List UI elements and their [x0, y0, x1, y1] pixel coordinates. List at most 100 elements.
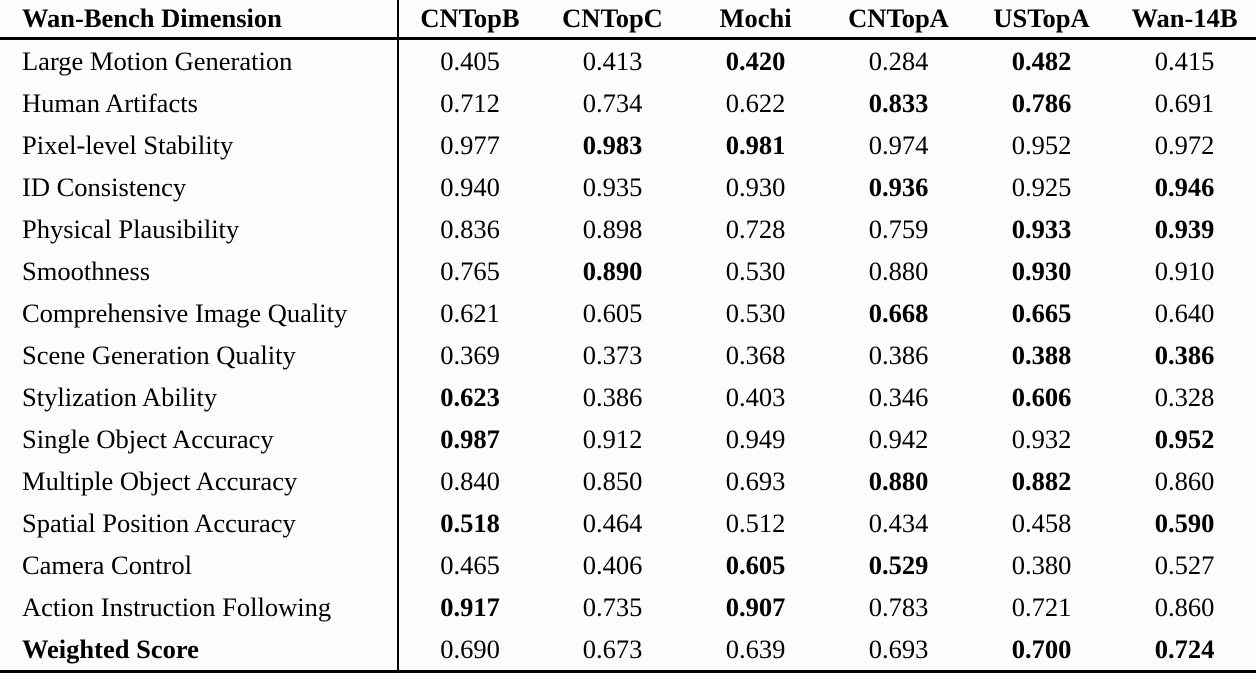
value-cell: 0.284 [868, 45, 929, 76]
dimension-cell: Weighted Score [0, 628, 399, 673]
dimension-cell: ID Consistency [0, 166, 399, 208]
value-cell: 0.939 [1154, 213, 1215, 244]
value-cell: 0.622 [725, 87, 786, 118]
table-header: Wan-Bench Dimension CNTopB CNTopC Mochi CNTo… [0, 0, 1256, 40]
value-cell: 0.380 [1011, 549, 1072, 580]
value-cell: 0.898 [582, 213, 643, 244]
value-cell: 0.952 [1154, 423, 1215, 454]
value-cell: 0.434 [868, 507, 929, 538]
dimension-cell: Large Motion Generation [0, 38, 399, 82]
value-cell: 0.518 [440, 507, 500, 538]
table-row: Camera Control 0.465 0.406 0.605 0.529 0.380 0… [0, 544, 1256, 586]
value-cell: 0.369 [440, 339, 500, 370]
value-cell: 0.974 [868, 129, 929, 160]
value-cell: 0.786 [1011, 87, 1072, 118]
value-cell: 0.413 [582, 45, 643, 76]
table-row: ID Consistency 0.940 0.935 0.930 0.936 0.925 0… [0, 166, 1256, 208]
value-cell: 0.388 [1011, 339, 1072, 370]
model-column-header: USTopA [970, 0, 1113, 40]
value-cell: 0.712 [440, 87, 500, 118]
table-row: Spatial Position Accuracy 0.518 0.464 0.512… [0, 502, 1256, 544]
value-cell: 0.529 [868, 549, 929, 580]
value-cell: 0.346 [868, 381, 929, 412]
table-row: Comprehensive Image Quality 0.621 0.605 0.5… [0, 292, 1256, 334]
value-cell: 0.605 [582, 297, 643, 328]
table-row: Human Artifacts 0.712 0.734 0.622 0.833 0.786… [0, 82, 1256, 124]
value-cell: 0.420 [725, 45, 786, 76]
value-cell: 0.935 [582, 171, 643, 202]
value-cell: 0.639 [684, 628, 827, 673]
value-cell: 0.721 [1011, 591, 1072, 622]
value-cell: 0.403 [725, 381, 786, 412]
value-cell: 0.765 [440, 255, 500, 286]
value-cell: 0.415 [1154, 45, 1215, 76]
value-cell: 0.759 [868, 213, 929, 244]
value-cell: 0.880 [868, 255, 929, 286]
value-cell: 0.406 [582, 549, 643, 580]
value-cell: 0.386 [582, 381, 643, 412]
dimension-cell: Multiple Object Accuracy [0, 460, 399, 502]
value-cell: 0.693 [827, 628, 970, 673]
dimension-cell: Camera Control [0, 544, 399, 586]
value-cell: 0.833 [868, 87, 929, 118]
value-cell: 0.458 [1011, 507, 1072, 538]
value-cell: 0.368 [725, 339, 786, 370]
model-column-header: CNTopA [827, 0, 970, 40]
value-cell: 0.925 [1011, 171, 1072, 202]
dimension-cell: Action Instruction Following [0, 586, 399, 628]
value-cell: 0.735 [582, 591, 643, 622]
value-cell: 0.605 [725, 549, 786, 580]
value-cell: 0.949 [725, 423, 786, 454]
value-cell: 0.590 [1154, 507, 1215, 538]
value-cell: 0.910 [1154, 255, 1215, 286]
value-cell: 0.932 [1011, 423, 1072, 454]
value-cell: 0.942 [868, 423, 929, 454]
value-cell: 0.933 [1011, 213, 1072, 244]
value-cell: 0.917 [440, 591, 500, 622]
table-row: Physical Plausibility 0.836 0.898 0.728 0.75… [0, 208, 1256, 250]
value-cell: 0.673 [541, 628, 684, 673]
value-cell: 0.882 [1011, 465, 1072, 496]
table-row: Weighted Score 0.690 0.673 0.639 0.693 0.700 0… [0, 628, 1256, 673]
dimension-cell: Comprehensive Image Quality [0, 292, 399, 334]
table-row: Stylization Ability 0.623 0.386 0.403 0.346 0… [0, 376, 1256, 418]
model-column-header: Wan-14B [1113, 0, 1256, 40]
value-cell: 0.693 [725, 465, 786, 496]
value-cell: 0.977 [440, 129, 500, 160]
value-cell: 0.952 [1011, 129, 1072, 160]
model-column-header: Mochi [684, 0, 827, 40]
value-cell: 0.728 [725, 213, 786, 244]
table-row: Scene Generation Quality 0.369 0.373 0.368 0… [0, 334, 1256, 376]
value-cell: 0.850 [582, 465, 643, 496]
value-cell: 0.386 [868, 339, 929, 370]
value-cell: 0.606 [1011, 381, 1072, 412]
header-row: Wan-Bench Dimension CNTopB CNTopC Mochi CNTo… [0, 0, 1256, 40]
value-cell: 0.724 [1113, 628, 1256, 673]
value-cell: 0.482 [1011, 45, 1072, 76]
value-cell: 0.665 [1011, 297, 1072, 328]
dimension-cell: Smoothness [0, 250, 399, 292]
value-cell: 0.946 [1154, 171, 1215, 202]
value-cell: 0.465 [440, 549, 500, 580]
value-cell: 0.930 [1011, 255, 1072, 286]
model-column-header: CNTopB [398, 0, 541, 40]
value-cell: 0.640 [1154, 297, 1215, 328]
table-row: Pixel-level Stability 0.977 0.983 0.981 0.97… [0, 124, 1256, 166]
value-cell: 0.691 [1154, 87, 1215, 118]
value-cell: 0.936 [868, 171, 929, 202]
value-cell: 0.972 [1154, 129, 1215, 160]
value-cell: 0.840 [440, 465, 500, 496]
value-cell: 0.783 [868, 591, 929, 622]
value-cell: 0.373 [582, 339, 643, 370]
dimension-cell: Scene Generation Quality [0, 334, 399, 376]
value-cell: 0.623 [440, 381, 500, 412]
table-row: Action Instruction Following 0.917 0.735 0.… [0, 586, 1256, 628]
value-cell: 0.405 [440, 45, 500, 76]
model-column-header: CNTopC [541, 0, 684, 40]
value-cell: 0.621 [440, 297, 500, 328]
table-row: Large Motion Generation 0.405 0.413 0.420 0.… [0, 38, 1256, 82]
value-cell: 0.527 [1154, 549, 1215, 580]
value-cell: 0.912 [582, 423, 643, 454]
value-cell: 0.530 [725, 255, 786, 286]
